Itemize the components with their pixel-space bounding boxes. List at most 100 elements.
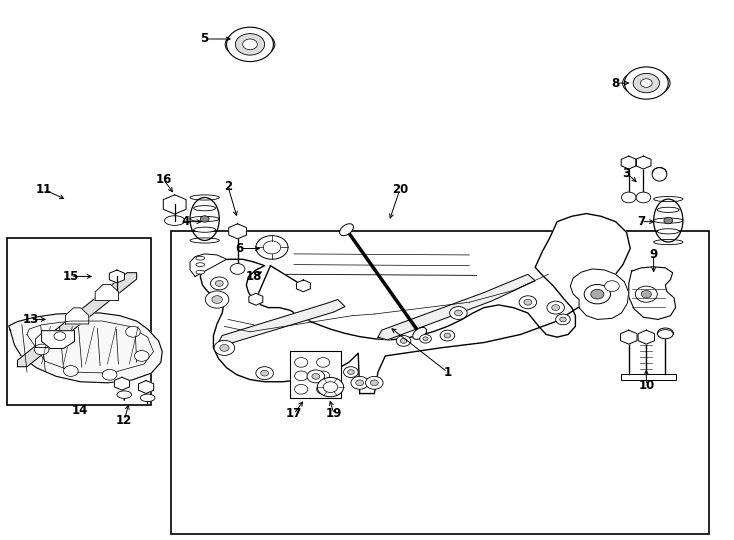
- Ellipse shape: [194, 227, 216, 232]
- Circle shape: [294, 371, 308, 381]
- Text: 20: 20: [392, 183, 408, 196]
- Circle shape: [34, 344, 49, 355]
- Text: 2: 2: [224, 180, 232, 193]
- Ellipse shape: [117, 391, 131, 399]
- Circle shape: [371, 380, 378, 386]
- Circle shape: [261, 370, 269, 376]
- Circle shape: [102, 369, 117, 380]
- Ellipse shape: [164, 216, 185, 225]
- Circle shape: [348, 370, 355, 374]
- Ellipse shape: [190, 217, 219, 221]
- Circle shape: [200, 216, 209, 222]
- Text: 7: 7: [637, 215, 645, 228]
- Ellipse shape: [413, 327, 426, 339]
- Text: 4: 4: [181, 215, 190, 228]
- Polygon shape: [621, 156, 636, 169]
- Ellipse shape: [190, 195, 219, 200]
- Circle shape: [316, 384, 330, 394]
- Polygon shape: [200, 214, 631, 394]
- Text: 13: 13: [23, 313, 39, 326]
- Polygon shape: [297, 280, 310, 292]
- Bar: [290, 350, 341, 398]
- Polygon shape: [18, 273, 137, 367]
- Bar: [622, 374, 676, 380]
- Circle shape: [294, 384, 308, 394]
- Text: 18: 18: [245, 270, 262, 283]
- Circle shape: [454, 310, 462, 316]
- Circle shape: [356, 380, 363, 386]
- Circle shape: [294, 357, 308, 367]
- Circle shape: [547, 301, 564, 314]
- Bar: [7, 238, 151, 406]
- Ellipse shape: [190, 238, 219, 243]
- Circle shape: [230, 264, 245, 274]
- Ellipse shape: [194, 206, 216, 211]
- Circle shape: [215, 280, 223, 286]
- Polygon shape: [42, 330, 75, 348]
- Ellipse shape: [654, 197, 683, 201]
- Circle shape: [214, 340, 235, 355]
- Circle shape: [642, 291, 652, 298]
- Ellipse shape: [196, 270, 205, 274]
- Circle shape: [450, 307, 467, 320]
- Ellipse shape: [196, 263, 205, 267]
- Ellipse shape: [196, 256, 205, 260]
- Polygon shape: [163, 195, 186, 214]
- Ellipse shape: [657, 229, 679, 234]
- Circle shape: [264, 241, 280, 254]
- Circle shape: [622, 192, 636, 203]
- Polygon shape: [109, 270, 125, 283]
- Ellipse shape: [140, 394, 155, 402]
- Ellipse shape: [654, 218, 683, 223]
- Text: 19: 19: [326, 408, 342, 421]
- Circle shape: [64, 366, 78, 376]
- Circle shape: [54, 332, 66, 340]
- Circle shape: [440, 330, 455, 341]
- Text: 5: 5: [200, 32, 208, 45]
- Text: 11: 11: [36, 183, 52, 196]
- Polygon shape: [139, 381, 153, 394]
- Circle shape: [591, 289, 604, 299]
- Circle shape: [126, 326, 140, 337]
- Polygon shape: [636, 156, 651, 169]
- Ellipse shape: [654, 239, 683, 245]
- Polygon shape: [35, 332, 59, 348]
- Text: 3: 3: [622, 167, 631, 180]
- Text: 1: 1: [443, 366, 451, 379]
- Circle shape: [420, 334, 432, 343]
- Circle shape: [636, 192, 651, 203]
- Circle shape: [206, 291, 229, 308]
- Circle shape: [396, 335, 411, 346]
- Circle shape: [236, 33, 265, 55]
- Circle shape: [519, 296, 537, 309]
- Text: 16: 16: [156, 173, 172, 186]
- Polygon shape: [115, 377, 130, 390]
- Ellipse shape: [340, 224, 354, 235]
- Circle shape: [256, 367, 273, 380]
- Circle shape: [444, 333, 451, 338]
- Circle shape: [633, 73, 659, 93]
- Circle shape: [317, 377, 344, 397]
- Polygon shape: [9, 313, 162, 383]
- Polygon shape: [65, 308, 89, 324]
- Polygon shape: [638, 330, 655, 344]
- Text: 8: 8: [611, 77, 619, 90]
- Polygon shape: [629, 267, 675, 320]
- Text: 14: 14: [72, 404, 89, 417]
- Circle shape: [316, 371, 330, 381]
- Circle shape: [641, 79, 653, 87]
- Polygon shape: [570, 269, 629, 320]
- Circle shape: [307, 370, 324, 383]
- Circle shape: [584, 285, 611, 304]
- Circle shape: [524, 299, 532, 305]
- Bar: [171, 231, 709, 534]
- Polygon shape: [378, 274, 535, 340]
- Text: 17: 17: [286, 408, 302, 421]
- Circle shape: [556, 314, 570, 325]
- Text: 6: 6: [235, 242, 243, 255]
- Circle shape: [605, 281, 619, 292]
- Circle shape: [636, 286, 657, 302]
- Circle shape: [366, 376, 383, 389]
- Polygon shape: [620, 330, 637, 344]
- Text: 9: 9: [650, 248, 658, 261]
